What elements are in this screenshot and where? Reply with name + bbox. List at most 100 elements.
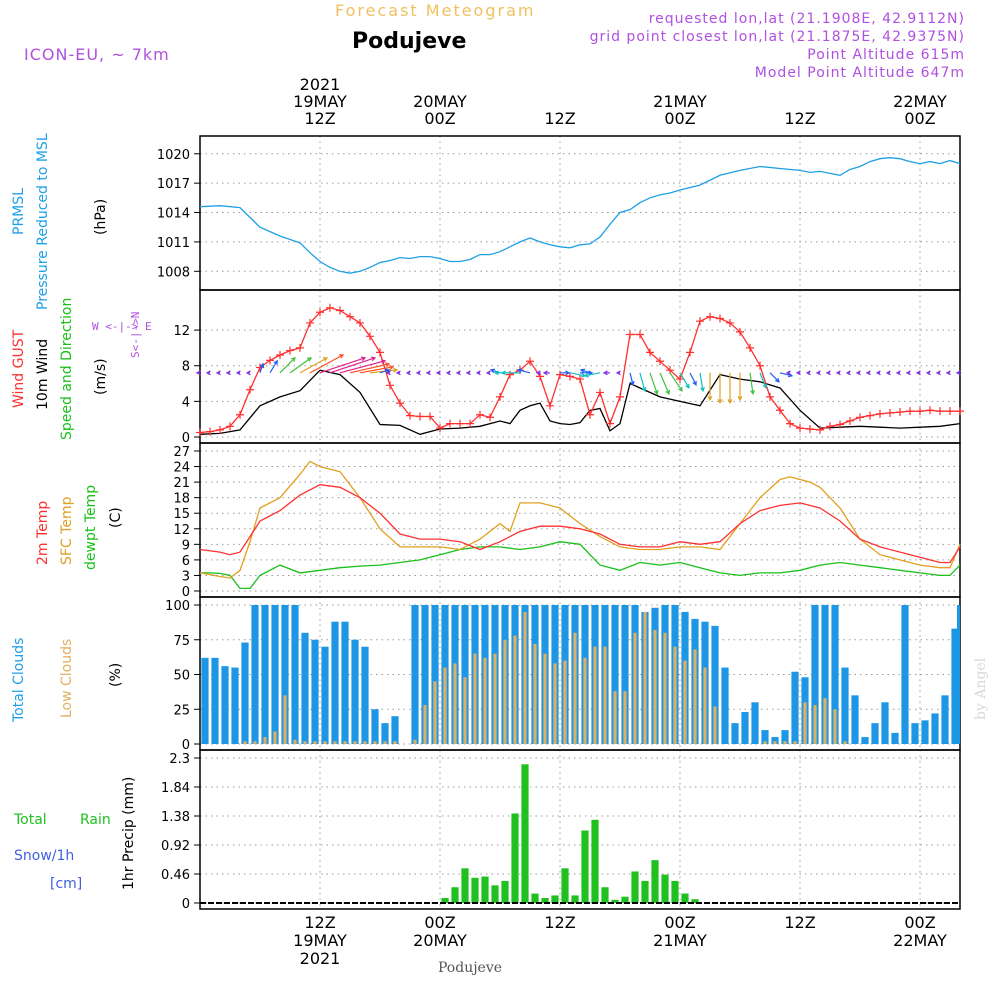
top-time-label: 22MAY (893, 92, 947, 111)
wind-arrow-head (465, 370, 471, 376)
wind-arrow-head (415, 370, 421, 376)
top-time-label: 12Z (544, 109, 575, 128)
rain-bar (521, 764, 529, 903)
total-cloud-bar (391, 716, 399, 744)
rain-bar (481, 876, 489, 903)
gust-marker (616, 392, 624, 401)
gust-marker (406, 411, 414, 420)
wind-arrow (759, 372, 767, 389)
wind-arrow (689, 372, 697, 386)
gust-marker (286, 346, 294, 355)
rain-bar (631, 871, 639, 903)
low-cloud-bar (713, 706, 717, 744)
top-time-label: 21MAY (653, 92, 707, 111)
compass-we: W <-|-> E (92, 320, 152, 333)
wind10-label: 10m Wind (35, 339, 51, 410)
cloud-panel-labels: Total Clouds Low Clouds (%) (11, 638, 124, 723)
gust-marker (746, 343, 754, 352)
wind-arrow-head (855, 370, 861, 376)
total-cloud-bar (301, 632, 309, 744)
model-altitude: Model Point Altitude 647m (755, 65, 965, 81)
temperature-ytick-label: 21 (173, 476, 190, 491)
low-cloud-bar (633, 632, 637, 744)
low-cloud-bar (493, 653, 497, 744)
point-altitude: Point Altitude 615m (807, 47, 965, 63)
wind-arrow-head (225, 370, 231, 376)
precip-frame (199, 749, 961, 910)
gust-marker (866, 411, 874, 420)
low-cloud-bar (673, 646, 677, 744)
compass-ns: S<-|->N (129, 312, 142, 358)
low-cloud-bar (443, 667, 447, 744)
gust-marker (936, 407, 944, 416)
temperature-ytick-label: 15 (173, 507, 190, 522)
total-cloud-bar (751, 702, 759, 744)
wind-arrow-head (602, 370, 608, 376)
low-cloud-bar (683, 660, 687, 744)
total-cloud-bar (811, 605, 819, 744)
temperature-ytick-label: 18 (173, 492, 190, 507)
wind-arrow (289, 357, 312, 374)
rain-bar (651, 860, 659, 903)
low-cloud-bar (763, 741, 767, 744)
total-cloud-bar (957, 605, 960, 744)
gust-marker (716, 314, 724, 323)
watermark: by Angel (973, 657, 989, 720)
wind-arrow-head (665, 389, 670, 395)
gust-marker (916, 407, 924, 416)
dewpt-label: dewpt Temp (83, 485, 99, 570)
requested-coords: requested lon,lat (21.1908E, 42.9112N) (649, 11, 965, 27)
cm-label: [cm] (50, 876, 82, 892)
wind-arrow (749, 372, 754, 394)
bottom-time-label: 12Z (544, 913, 575, 932)
gust-marker (696, 317, 704, 326)
total-cloud-bar (911, 723, 919, 744)
gridpoint-coords: grid point closest lon,lat (21.1875E, 42… (590, 29, 965, 45)
gust-marker (466, 419, 474, 428)
total-cloud-bar (251, 605, 259, 744)
gust-marker (726, 318, 734, 327)
gust-marker (546, 401, 554, 410)
gust-marker (776, 406, 784, 415)
gust-marker (366, 332, 374, 341)
wind-panel-labels: Wind GUST 10m Wind Speed and Direction (… (11, 298, 152, 440)
total-cloud-bar (861, 737, 869, 744)
low-cloud-bar (343, 741, 347, 744)
low-cloud-bar (843, 741, 847, 744)
gust-marker (876, 409, 884, 418)
wind-arrow (319, 357, 366, 374)
bottom-time-label: 21MAY (653, 931, 707, 950)
gust-marker (216, 425, 224, 434)
gust-marker (556, 370, 564, 379)
wind-arrow-head (583, 372, 589, 378)
wind-arrow-head (322, 357, 329, 362)
low-cloud-bar (363, 741, 367, 744)
pressure-unit: (hPa) (93, 199, 109, 235)
clouds-ytick-label: 50 (173, 669, 190, 684)
total-cloud-bar (381, 723, 389, 744)
wind-arrow (569, 372, 586, 377)
wind-arrow-head (692, 380, 697, 386)
gust-marker (846, 416, 854, 425)
total-cloud-bar (791, 671, 799, 744)
total-cloud-bar (461, 605, 469, 744)
wind-arrow-head (737, 396, 743, 402)
rain-bar (571, 895, 579, 903)
gust-marker (336, 306, 344, 315)
total-cloud-bar (871, 723, 879, 744)
gust-marker (226, 422, 234, 431)
wind-arrow (699, 372, 704, 391)
wind-arrow-head (700, 386, 705, 393)
bottom-time-label: 12Z (304, 913, 335, 932)
wind-arrow-head (845, 370, 851, 376)
rain-bar (581, 830, 589, 903)
temperature-ytick-label: 27 (173, 445, 190, 460)
gust-marker (386, 381, 394, 390)
total-cloud-bar (761, 730, 769, 744)
total-cloud-bar (881, 702, 889, 744)
clouds-ytick-label: 75 (173, 634, 190, 649)
low-cloud-bar (433, 681, 437, 744)
wind-arrow-head (579, 368, 586, 374)
bottom-time-label: 22MAY (893, 931, 947, 950)
total-cloud-bar (371, 709, 379, 744)
